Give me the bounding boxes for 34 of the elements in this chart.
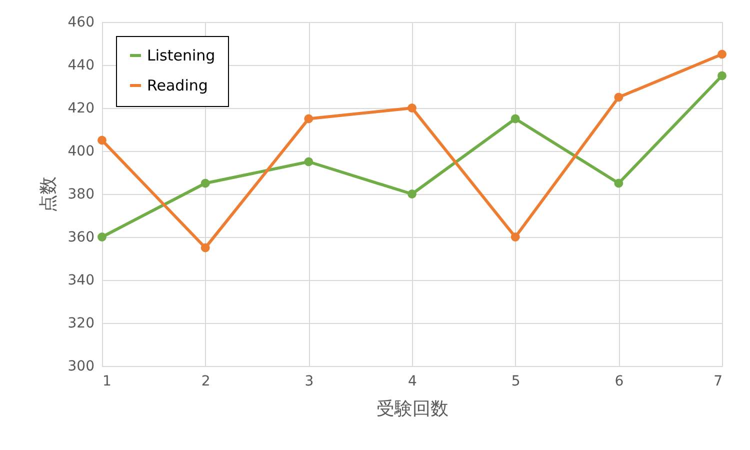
- y-tick-label: 440: [68, 58, 94, 74]
- point: [304, 114, 314, 124]
- point: [408, 190, 416, 198]
- x-axis-title: 受験回数: [376, 398, 448, 420]
- x-tick-label: 6: [614, 374, 624, 390]
- y-tick-label: 340: [68, 272, 94, 288]
- point: [200, 243, 210, 252]
- point: [614, 178, 624, 188]
- point: [718, 50, 726, 59]
- point: [98, 136, 106, 145]
- point: [98, 232, 106, 242]
- x-tick-label: 5: [511, 374, 520, 390]
- point: [510, 114, 520, 124]
- x-tick-label: 3: [304, 374, 314, 390]
- y-tick-label: 320: [68, 316, 94, 332]
- x-tick-label: 1: [102, 374, 112, 390]
- point: [200, 178, 210, 188]
- legend-label: Listening: [147, 46, 216, 64]
- point: [718, 71, 726, 80]
- point: [408, 104, 416, 112]
- y-axis-title: 点数: [38, 176, 59, 212]
- point: [510, 232, 520, 242]
- y-tick-label: 300: [68, 358, 94, 374]
- y-tick-label: 400: [68, 144, 94, 160]
- point: [614, 92, 624, 102]
- y-tick-label: 460: [68, 14, 94, 30]
- x-tick-label: 4: [408, 374, 418, 390]
- legend-label: Reading: [147, 76, 208, 94]
- y-tick-label: 420: [68, 100, 94, 116]
- y-tick-label: 380: [68, 186, 94, 202]
- point: [304, 157, 314, 166]
- x-tick-label: 2: [201, 374, 210, 390]
- y-tick-label: 360: [68, 230, 94, 246]
- x-tick-label: 7: [714, 374, 722, 390]
